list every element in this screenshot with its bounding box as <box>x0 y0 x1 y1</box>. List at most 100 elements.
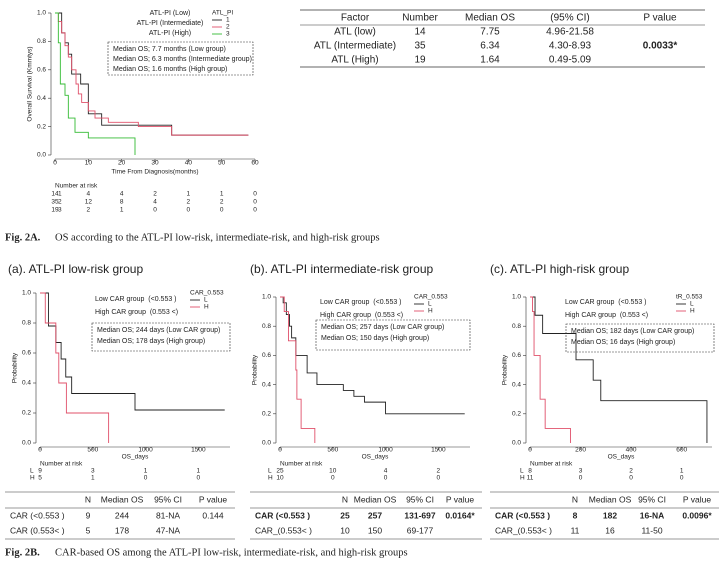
table-cell: 11-50 <box>641 525 662 535</box>
table-cell: ATL (High) <box>331 55 378 66</box>
at-risk-value: 0 <box>187 207 191 214</box>
at-risk-value: 2 <box>220 199 224 206</box>
table-cell: 14 <box>414 27 426 38</box>
at-risk-value: 3 <box>91 468 95 475</box>
y-tick-label: 0.2 <box>22 410 31 417</box>
table-header: P value <box>643 13 677 24</box>
table-header: N <box>85 494 91 504</box>
x-axis-label: Time From Diagnosis(months) <box>111 169 198 176</box>
group-label: ATL-PI (Low) <box>150 10 191 17</box>
table-cell: 16-NA <box>640 510 665 520</box>
at-risk-value: 0 <box>253 207 257 214</box>
legend-label: H <box>204 304 209 311</box>
survival-curve <box>55 12 249 136</box>
at-risk-value: 0 <box>253 199 257 206</box>
table-cell: 0.0096* <box>682 510 712 520</box>
panel-title: (c). ATL-PI high-risk group <box>490 262 629 276</box>
table-header: Factor <box>341 13 370 24</box>
table-header: P value <box>199 494 227 504</box>
x-tick-label: 30 <box>151 160 159 167</box>
at-risk-value: 1 <box>120 207 124 214</box>
survival-curve <box>530 296 571 443</box>
survival-curve <box>40 292 110 443</box>
at-risk-label: L <box>520 468 524 475</box>
table-header: P value <box>446 494 474 504</box>
x-tick-label: 400 <box>626 447 637 454</box>
at-risk-value: 0 <box>384 475 388 482</box>
group-label: ATL-PI (Intermediate) <box>137 20 204 27</box>
legend-title: tR_0.553 <box>676 294 703 301</box>
y-tick-label: 1.0 <box>37 10 46 17</box>
legend-label: 1 <box>226 17 230 24</box>
y-tick-label: 0.4 <box>262 381 271 388</box>
at-risk-title: Number at risk <box>55 183 98 190</box>
table-cell: 7.75 <box>480 27 500 38</box>
x-tick-label: 10 <box>85 160 93 167</box>
at-risk-value: 0 <box>629 475 633 482</box>
table-cell: 178 <box>115 525 129 535</box>
survival-curve <box>55 12 136 155</box>
table-cell: CAR (<0.553 ) <box>255 510 310 520</box>
at-risk-value: 4 <box>120 191 124 198</box>
legend-label: L <box>204 297 208 304</box>
at-risk-value: 10 <box>276 475 284 482</box>
panel-title: (b). ATL-PI intermediate-risk group <box>250 262 434 276</box>
at-risk-value: 1 <box>220 191 224 198</box>
table-header: Median OS <box>589 494 632 504</box>
group-label: ATL-PI (High) <box>149 30 191 37</box>
table-cell: CAR (<0.553 ) <box>495 510 550 520</box>
at-risk-value: 0 <box>197 475 201 482</box>
annotation: Median OS; 182 days (Low CAR group) <box>571 328 694 335</box>
annotation: Median OS; 257 days (Low CAR group) <box>321 324 444 331</box>
annotation: Median OS; 178 days (High group) <box>97 338 205 345</box>
at-risk-value: 1 <box>144 468 148 475</box>
y-tick-label: 0.8 <box>22 320 31 327</box>
x-tick-label: 200 <box>575 447 586 454</box>
survival-curve <box>280 296 316 443</box>
annotation-box <box>565 323 715 353</box>
table-cell: 0.144 <box>202 510 224 520</box>
at-risk-value: 4 <box>384 468 388 475</box>
annotation-box <box>91 322 231 352</box>
at-risk-value: 10 <box>329 468 337 475</box>
at-risk-value: 2 <box>187 199 191 206</box>
at-risk-value: 0 <box>331 475 335 482</box>
y-tick-label: 0.0 <box>37 152 46 159</box>
at-risk-value: 14 <box>51 191 59 198</box>
table-header: P value <box>683 494 711 504</box>
table-cell: 16 <box>605 525 615 535</box>
at-risk-label: 3 <box>58 207 62 214</box>
table-cell: ATL (low) <box>334 27 376 38</box>
table-header: Median OS <box>465 13 515 24</box>
at-risk-value: 1 <box>187 191 191 198</box>
at-risk-value: 4 <box>153 199 157 206</box>
y-tick-label: 0.6 <box>37 67 46 74</box>
table-cell: 257 <box>368 510 382 520</box>
table-header: 95% CI <box>638 494 666 504</box>
at-risk-value: 35 <box>51 199 59 206</box>
x-tick-label: 60 <box>251 160 259 167</box>
at-risk-value: 2 <box>437 468 441 475</box>
table-cell: 244 <box>115 510 129 520</box>
at-risk-value: 11 <box>527 475 534 482</box>
at-risk-value: 0 <box>253 191 257 198</box>
y-tick-label: 0.2 <box>512 411 521 418</box>
table-cell: 182 <box>603 510 617 520</box>
caption-label: Fig. 2A. <box>5 232 41 243</box>
at-risk-value: 25 <box>276 468 284 475</box>
at-risk-value: 2 <box>153 191 157 198</box>
y-tick-label: 0.8 <box>37 38 46 45</box>
at-risk-value: 12 <box>85 199 93 206</box>
caption-text: CAR-based OS among the ATL-PI low-risk, … <box>55 547 408 558</box>
legend-label: H <box>690 308 695 315</box>
caption-label: Fig. 2B. <box>5 547 40 558</box>
at-risk-value: 8 <box>528 468 532 475</box>
at-risk-value: 8 <box>120 199 124 206</box>
y-axis-label: Probability <box>252 354 259 385</box>
table-cell: 131-697 <box>404 510 435 520</box>
y-tick-label: 0.2 <box>37 123 46 130</box>
x-tick-label: 500 <box>87 447 98 454</box>
y-tick-label: 0.0 <box>22 440 31 447</box>
x-axis-label: OS_days <box>122 454 149 461</box>
